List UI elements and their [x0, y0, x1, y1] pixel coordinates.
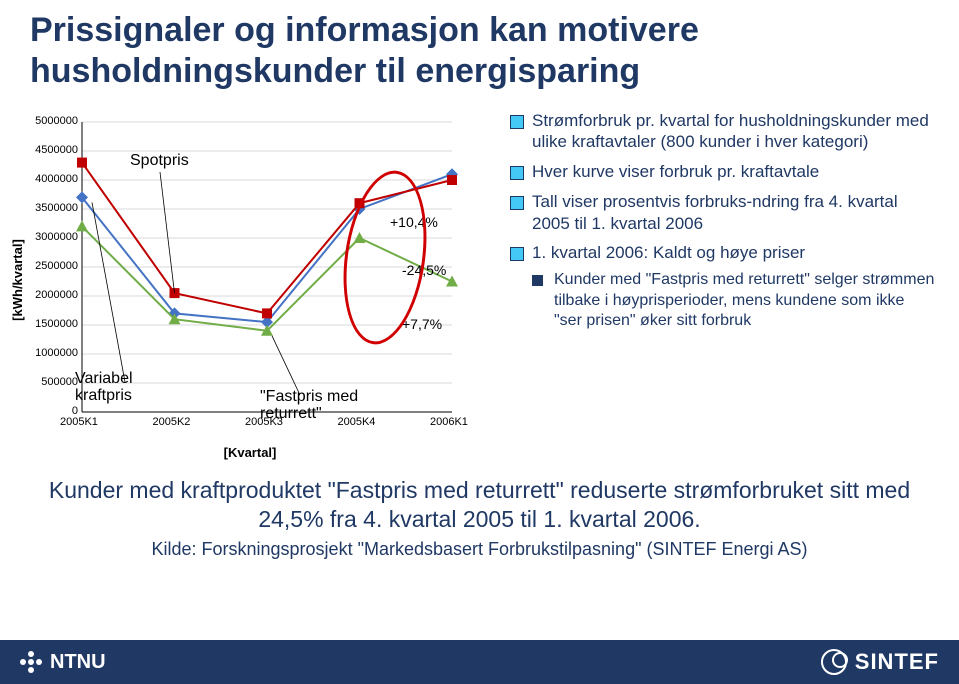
- x-tick: 2006K1: [430, 416, 468, 428]
- bullet-2: Hver kurve viser forbruk pr. kraftavtale: [510, 161, 935, 183]
- conclusion-text: Kunder med kraftproduktet "Fastpris med …: [40, 476, 919, 536]
- x-axis-label: [Kvartal]: [224, 445, 277, 460]
- y-tick: 500000: [18, 376, 78, 388]
- y-tick: 3500000: [18, 202, 78, 214]
- content-row: [kWh/kvartal] [Kvartal] Spotpris Variabe…: [0, 100, 959, 460]
- page-title: Prissignaler og informasjon kan motivere…: [0, 0, 959, 100]
- chart-svg: [10, 110, 490, 460]
- sintef-icon: [821, 649, 847, 675]
- ntnu-text: NTNU: [50, 651, 106, 674]
- x-tick: 2005K4: [338, 416, 376, 428]
- bullet-4-sub: Kunder med "Fastpris med returrett" selg…: [532, 270, 935, 331]
- bullet-4-text: 1. kvartal 2006: Kaldt og høye priser: [532, 243, 805, 262]
- y-tick: 3000000: [18, 231, 78, 243]
- x-tick: 2005K3: [245, 416, 283, 428]
- ntnu-logo-block: NTNU: [20, 651, 106, 674]
- delta-label-2: -24,5%: [402, 262, 446, 278]
- bullet-4: 1. kvartal 2006: Kaldt og høye priser Ku…: [510, 242, 935, 331]
- x-tick: 2005K1: [60, 416, 98, 428]
- y-axis-label: [kWh/kvartal]: [10, 239, 25, 321]
- y-tick: 1000000: [18, 347, 78, 359]
- bullet-1: Strømforbruk pr. kvartal for husholdning…: [510, 110, 935, 154]
- ntnu-icon: [20, 651, 42, 673]
- y-tick: 5000000: [18, 115, 78, 127]
- y-tick: 4500000: [18, 144, 78, 156]
- y-tick: 0: [18, 405, 78, 417]
- sintef-text: SINTEF: [855, 649, 939, 675]
- y-tick: 1500000: [18, 318, 78, 330]
- chart: [kWh/kvartal] [Kvartal] Spotpris Variabe…: [10, 110, 490, 460]
- series-label-spotpris: Spotpris: [130, 152, 189, 170]
- y-tick: 4000000: [18, 173, 78, 185]
- bottom-text: Kunder med kraftproduktet "Fastpris med …: [0, 476, 959, 561]
- bullet-list: Strømforbruk pr. kvartal for husholdning…: [490, 110, 949, 460]
- series-label-variabel: Variabel kraftpris: [75, 370, 165, 405]
- delta-label-1: +10,4%: [390, 214, 438, 230]
- sintef-logo-block: SINTEF: [821, 649, 939, 675]
- footer-bar: NTNU SINTEF: [0, 640, 959, 684]
- y-tick: 2000000: [18, 289, 78, 301]
- source-text: Kilde: Forskningsprosjekt "Markedsbasert…: [40, 539, 919, 560]
- y-tick: 2500000: [18, 260, 78, 272]
- delta-label-3: +7,7%: [402, 316, 442, 332]
- x-tick: 2005K2: [153, 416, 191, 428]
- bullet-3: Tall viser prosentvis forbruks-ndring fr…: [510, 191, 935, 235]
